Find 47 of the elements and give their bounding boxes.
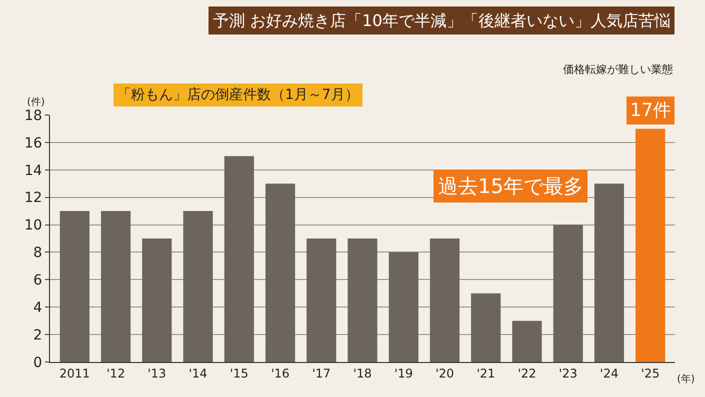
- bar: [594, 184, 624, 362]
- x-tick-label: '15: [230, 366, 248, 380]
- x-tick-label: '23: [558, 366, 578, 380]
- x-tick-label: '16: [270, 366, 290, 380]
- bar: [553, 224, 583, 362]
- y-tick-label: 0: [33, 354, 42, 371]
- bar: [471, 293, 501, 362]
- x-tick-label: '14: [188, 366, 208, 380]
- bar: [348, 238, 378, 362]
- bar: [512, 320, 542, 362]
- y-tick-label: 8: [33, 245, 42, 262]
- x-tick-label: '24: [600, 366, 618, 380]
- x-tick-label: '21: [476, 366, 496, 380]
- x-tick-label: '19: [394, 366, 413, 380]
- y-tick-label: 16: [24, 135, 42, 152]
- bar: [142, 238, 172, 362]
- x-tick-label: '22: [518, 366, 536, 380]
- x-tick-label: '13: [148, 366, 166, 380]
- y-tick-label: 4: [33, 300, 42, 316]
- annotation: 17件: [630, 100, 671, 121]
- x-axis-title: (年): [677, 373, 695, 385]
- bar: [183, 211, 213, 362]
- bar: [60, 211, 90, 362]
- x-tick-label: '17: [312, 366, 331, 380]
- y-tick-label: 2: [33, 327, 42, 344]
- x-tick-label: '20: [435, 366, 454, 380]
- chart-subtitle: 予測 お好み焼き店「10年で半減」「後継者いない」人気店苦悩: [213, 11, 670, 30]
- x-tick-label: '12: [106, 366, 126, 380]
- y-tick-label: 12: [24, 190, 42, 206]
- y-axis-title: (件): [27, 97, 45, 108]
- bar: [265, 184, 296, 362]
- y-tick-label: 18: [24, 108, 42, 124]
- bar: [430, 238, 460, 362]
- bar: [636, 128, 666, 362]
- bar: [100, 211, 131, 362]
- text: 価格転嫁が難しい業態: [563, 63, 673, 76]
- annotation: 過去15年で最多: [438, 174, 584, 198]
- x-tick-label: '18: [353, 366, 372, 380]
- bar: [388, 252, 418, 362]
- bar: [224, 156, 254, 362]
- x-tick-label: '25: [641, 366, 660, 380]
- x-tick-label: 2011: [59, 366, 90, 380]
- y-tick-label: 14: [24, 162, 42, 179]
- y-tick-label: 6: [33, 272, 42, 289]
- chart-title: 「粉もん」店の倒産件数（1月～7月）: [117, 87, 359, 103]
- bar: [306, 238, 336, 362]
- y-tick-label: 10: [24, 218, 42, 234]
